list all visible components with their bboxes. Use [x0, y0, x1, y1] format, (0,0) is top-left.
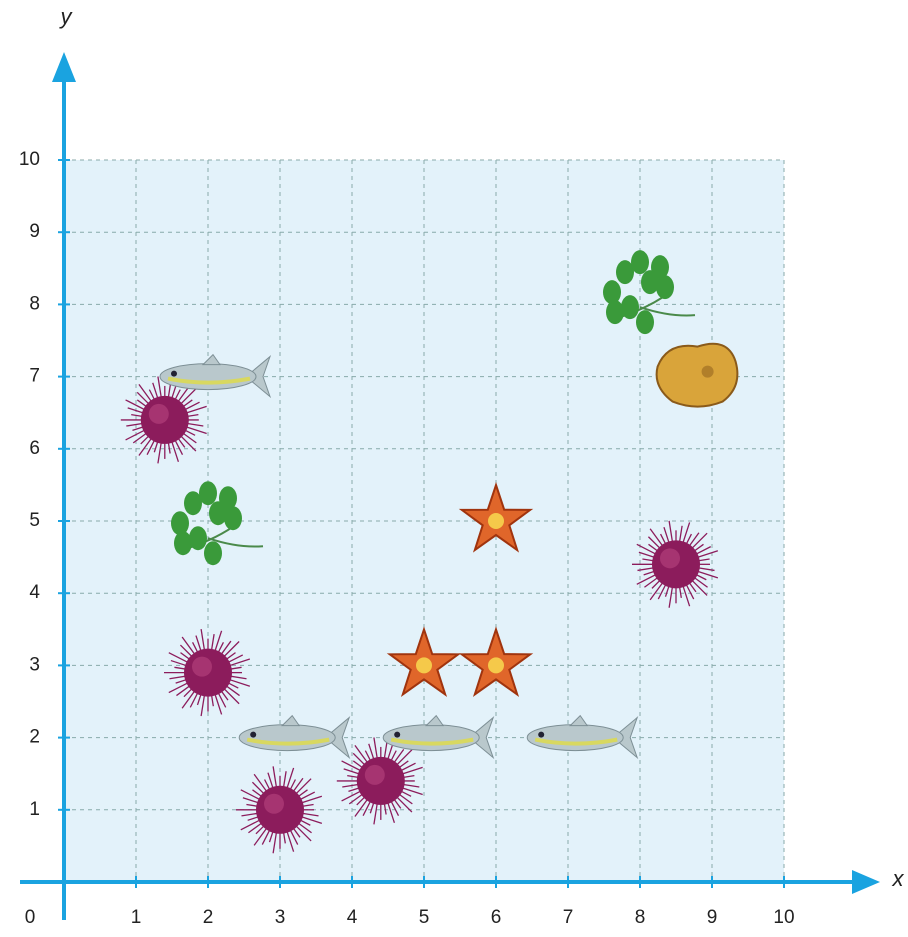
- x-tick-label: 4: [347, 907, 358, 928]
- y-tick-label: 10: [19, 149, 40, 170]
- y-axis-arrow: [52, 52, 76, 82]
- x-tick-label: 8: [635, 907, 646, 928]
- x-tick-label: 2: [203, 907, 214, 928]
- point-urchin: [632, 520, 719, 608]
- origin-label: 0: [25, 907, 36, 928]
- point-fish: [382, 714, 495, 760]
- star-center: [416, 657, 432, 674]
- fish-stripe: [534, 737, 618, 746]
- x-tick-label: 10: [773, 907, 794, 928]
- point-sponge: [655, 342, 739, 408]
- fish-eye: [394, 731, 401, 738]
- fish-body: [382, 724, 480, 752]
- seaweed-leaf: [641, 270, 659, 295]
- x-tick-label: 1: [131, 907, 142, 928]
- fish-fin: [568, 714, 589, 727]
- point-urchin: [164, 629, 251, 717]
- y-tick-label: 6: [29, 438, 40, 459]
- fish-stripe: [167, 376, 251, 385]
- point-star: [386, 626, 462, 698]
- point-seaweed: [603, 250, 696, 335]
- seaweed-leaf: [656, 275, 674, 300]
- point-urchin: [120, 376, 207, 464]
- fish-eye: [250, 731, 257, 738]
- x-tick-label: 7: [563, 907, 574, 928]
- fish-body: [159, 363, 257, 391]
- point-fish: [238, 714, 351, 760]
- seaweed-leaf: [621, 295, 639, 320]
- urchin-shine: [660, 548, 680, 569]
- y-tick-label: 4: [29, 582, 40, 603]
- star-center: [488, 657, 504, 674]
- seaweed-leaf: [616, 260, 634, 285]
- star-center: [488, 513, 504, 529]
- seaweed-leaf: [209, 501, 227, 526]
- point-seaweed: [171, 481, 264, 566]
- y-tick-label: 2: [29, 727, 40, 748]
- y-tick-label: 8: [29, 293, 40, 314]
- fish-body: [238, 724, 336, 752]
- seaweed-leaf: [606, 300, 624, 325]
- y-tick-label: 7: [29, 366, 40, 387]
- fish-body: [526, 724, 624, 752]
- fish-stripe: [390, 737, 474, 746]
- fish-eye: [171, 370, 177, 377]
- point-fish: [159, 353, 272, 399]
- fish-fin: [424, 714, 445, 727]
- x-tick-label: 6: [491, 907, 502, 928]
- x-axis-arrow: [852, 870, 880, 894]
- x-tick-label: 3: [275, 907, 286, 928]
- urchin-shine: [264, 793, 284, 814]
- y-axis-label: y: [59, 4, 74, 29]
- fish-tail: [612, 716, 639, 760]
- seaweed-leaf: [636, 310, 654, 335]
- seaweed-leaf: [199, 481, 217, 506]
- x-axis-label: x: [892, 866, 905, 891]
- fish-eye: [538, 731, 545, 738]
- x-tick-label: 9: [707, 907, 718, 928]
- sponge-hole: [701, 365, 714, 378]
- fish-stripe: [246, 737, 330, 746]
- urchin-shine: [192, 656, 212, 677]
- urchin-shine: [148, 403, 169, 424]
- fish-fin: [280, 714, 301, 727]
- fish-tail: [324, 716, 351, 760]
- point-urchin: [336, 737, 423, 825]
- seaweed-leaf: [631, 250, 649, 275]
- point-star: [458, 626, 534, 698]
- point-urchin: [236, 766, 323, 854]
- seaweed-leaf: [174, 531, 192, 556]
- urchin-shine: [364, 764, 385, 785]
- seaweed-leaf: [603, 280, 621, 305]
- sponge-body: [655, 342, 739, 408]
- point-star: [458, 481, 534, 553]
- seaweed-leaf: [184, 491, 202, 516]
- seaweed-leaf: [189, 526, 207, 551]
- seaweed-leaf: [204, 541, 222, 566]
- point-fish: [526, 714, 639, 760]
- seaweed-leaf: [224, 506, 242, 531]
- y-tick-label: 1: [29, 799, 40, 820]
- fish-tail: [468, 716, 495, 760]
- seaweed-leaf: [171, 511, 189, 536]
- y-tick-label: 5: [29, 510, 40, 531]
- fish-fin: [201, 353, 221, 366]
- y-tick-label: 3: [29, 654, 40, 675]
- y-tick-label: 9: [29, 221, 40, 242]
- fish-tail: [245, 355, 272, 399]
- x-tick-label: 5: [419, 907, 430, 928]
